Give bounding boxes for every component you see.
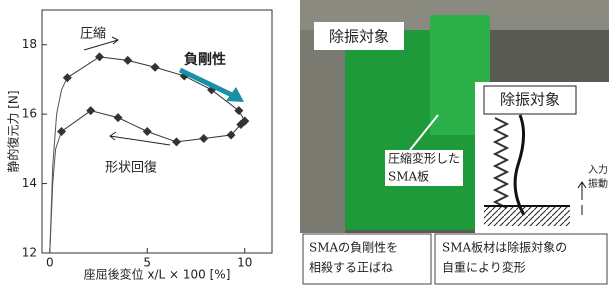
y-tick-label: 16 xyxy=(22,107,37,121)
x-tick-label: 0 xyxy=(46,256,54,270)
annotation-arrow xyxy=(180,70,234,96)
caption: SMA板材は除振対象の xyxy=(442,240,567,255)
base xyxy=(484,206,570,226)
inset-title: 除振対象 xyxy=(500,91,560,109)
y-axis-label: 静的復元力 [N] xyxy=(6,90,21,172)
marker xyxy=(114,113,123,122)
marker xyxy=(57,127,66,136)
annotation: 圧縮 xyxy=(80,26,106,42)
y-tick-label: 12 xyxy=(22,246,37,260)
x-axis-label: 座屈後変位 x/L × 100 [%] xyxy=(84,267,231,282)
marker xyxy=(86,106,95,115)
annotation: 負剛性 xyxy=(184,51,226,68)
input-label: 入力 xyxy=(588,163,608,176)
x-tick-label: 10 xyxy=(237,256,252,270)
plot-frame xyxy=(42,10,272,253)
marker xyxy=(172,137,181,146)
marker xyxy=(123,56,132,65)
annotation-arrow xyxy=(110,132,170,145)
photo-frame xyxy=(300,30,345,233)
caption: 自重により変形 xyxy=(442,260,526,275)
series-line xyxy=(61,111,244,142)
marker xyxy=(143,127,152,136)
caption: 相殺する正ばね xyxy=(309,261,393,275)
marker xyxy=(234,106,243,115)
photo-title: 除振対象 xyxy=(329,28,389,46)
figure: 除振対象 除振対象 入力 振動 圧縮変形した SMA板 SMAの負剛性を 相殺す… xyxy=(0,0,609,286)
input-label: 振動 xyxy=(588,177,608,190)
marker xyxy=(63,73,72,82)
marker xyxy=(95,52,104,61)
y-tick-label: 14 xyxy=(22,176,37,190)
marker xyxy=(151,63,160,72)
marker xyxy=(199,134,208,143)
caption: SMAの負剛性を xyxy=(309,241,398,255)
sma-label: SMA板 xyxy=(388,170,429,184)
y-tick-label: 18 xyxy=(22,37,37,51)
annotation: 形状回復 xyxy=(105,160,157,176)
sma-label: 圧縮変形した xyxy=(388,151,460,166)
series-line xyxy=(50,78,68,253)
